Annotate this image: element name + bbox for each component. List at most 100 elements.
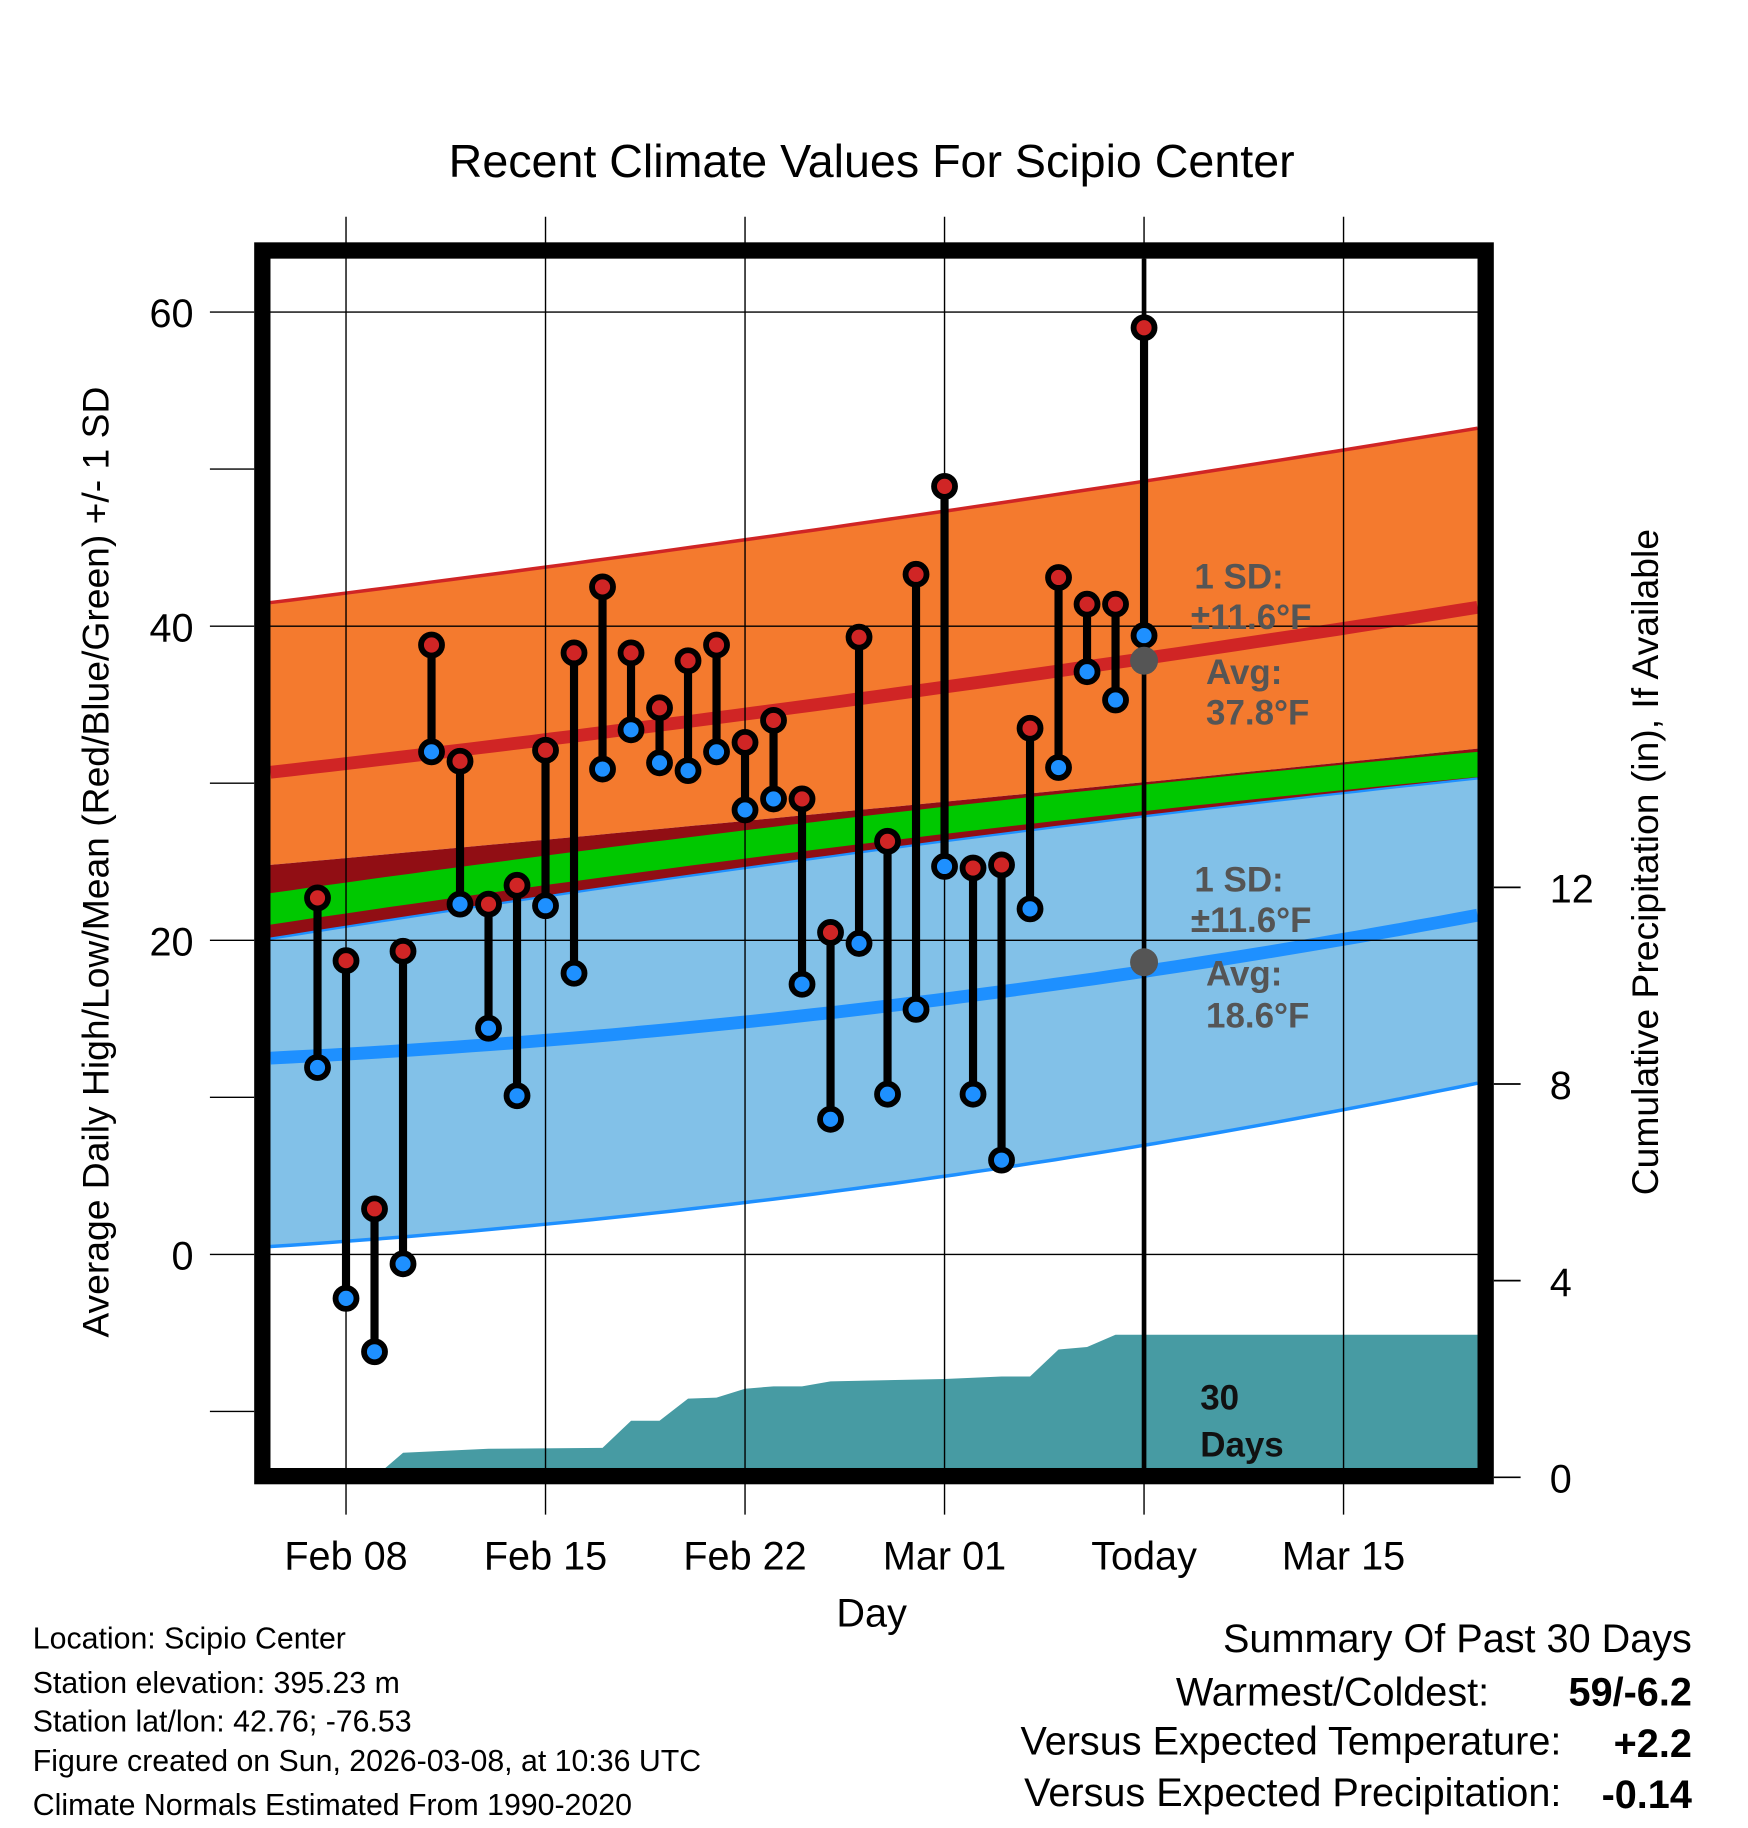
high-avg-label: Avg: xyxy=(1206,653,1282,692)
y2-axis-label: Cumulative Precipitation (in), If Availa… xyxy=(1624,529,1666,1195)
high-point xyxy=(475,890,502,918)
low-point xyxy=(503,1082,531,1110)
low-point xyxy=(959,1080,987,1108)
low-point xyxy=(560,959,588,987)
high-mean-line xyxy=(270,601,1478,779)
low-point xyxy=(475,1014,502,1042)
low-point xyxy=(902,995,930,1023)
warm-cold-value: 59/-6.2 xyxy=(1569,1671,1692,1715)
high-point xyxy=(731,728,759,756)
low-point xyxy=(446,890,474,918)
low-sd-value: ±11.6°F xyxy=(1191,901,1312,940)
high-point xyxy=(646,694,673,722)
x-tick-label: Mar 15 xyxy=(1282,1534,1405,1578)
y2-tick-label: 8 xyxy=(1550,1064,1572,1108)
high-point xyxy=(1045,564,1072,591)
y-axis-label: Average Daily High/Low/Mean (Red/Blue/Gr… xyxy=(75,387,117,1338)
temp-vs-expected-value: +2.2 xyxy=(1614,1722,1692,1766)
low-point xyxy=(1130,622,1158,649)
low-point xyxy=(788,970,816,998)
high-point xyxy=(304,884,331,912)
low-point xyxy=(304,1054,331,1081)
high-point xyxy=(503,871,531,899)
high-point xyxy=(988,851,1015,879)
high-point xyxy=(1130,314,1158,342)
low-lower-line xyxy=(270,1081,1478,1249)
high-sd-value: ±11.6°F xyxy=(1191,598,1312,637)
high-point xyxy=(1073,590,1101,618)
high-point xyxy=(902,560,930,588)
high-sd-label: 1 SD: xyxy=(1194,557,1283,596)
high-point xyxy=(845,623,873,651)
x-tick-label: Feb 22 xyxy=(683,1534,806,1578)
footer-latlon: Station lat/lon: 42.76; -76.53 xyxy=(33,1705,412,1738)
low-point xyxy=(988,1146,1015,1174)
y-tick-label: 20 xyxy=(150,920,194,964)
high-point xyxy=(332,947,360,975)
plot-frame xyxy=(254,242,1494,1485)
low-point xyxy=(1016,895,1044,923)
low-point xyxy=(874,1080,901,1108)
high-point xyxy=(931,472,958,500)
warm-cold-label: Warmest/Coldest: xyxy=(1176,1671,1489,1715)
high-point xyxy=(788,785,816,813)
low-mean-line xyxy=(270,908,1478,1065)
x-tick-label: Feb 08 xyxy=(284,1534,407,1578)
low-point xyxy=(532,892,559,920)
high-point xyxy=(874,827,901,855)
y-tick-label: 40 xyxy=(150,606,194,650)
footer-elevation: Station elevation: 395.23 m xyxy=(33,1667,400,1700)
high-point xyxy=(817,919,844,946)
high-upper-line xyxy=(270,426,1478,605)
temp-vs-expected-label: Versus Expected Temperature: xyxy=(1020,1720,1561,1764)
footer-location: Location: Scipio Center xyxy=(33,1623,346,1656)
summary-title: Summary Of Past 30 Days xyxy=(1223,1617,1692,1661)
chart-title: Recent Climate Values For Scipio Center xyxy=(449,135,1295,187)
precip-area xyxy=(385,1334,1478,1468)
high-point xyxy=(589,573,616,601)
precip-vs-expected-label: Versus Expected Precipitation: xyxy=(1024,1771,1561,1815)
high-point xyxy=(760,706,787,734)
low-point xyxy=(617,716,645,744)
period-label-days: Days xyxy=(1200,1425,1284,1464)
expected-low-marker xyxy=(1130,948,1159,977)
low-point xyxy=(731,796,759,824)
low-point xyxy=(931,853,958,880)
high-point xyxy=(418,631,445,659)
high-point xyxy=(674,647,702,675)
low-point xyxy=(332,1284,360,1312)
x-tick-label: Today xyxy=(1091,1534,1197,1578)
high-point xyxy=(617,639,645,667)
high-point xyxy=(389,937,417,965)
high-point xyxy=(1102,590,1129,618)
x-tick-label: Feb 15 xyxy=(484,1534,607,1578)
low-point xyxy=(418,738,445,766)
low-point xyxy=(674,757,702,785)
low-point xyxy=(1073,658,1101,686)
high-point xyxy=(446,747,474,775)
low-point xyxy=(361,1338,388,1366)
footer-normals: Climate Normals Estimated From 1990-2020 xyxy=(33,1789,632,1822)
x-tick-label: Mar 01 xyxy=(883,1534,1006,1578)
low-point xyxy=(589,755,616,783)
low-point xyxy=(646,749,673,777)
low-avg-value: 18.6°F xyxy=(1206,997,1309,1036)
high-avg-value: 37.8°F xyxy=(1206,694,1309,733)
low-point xyxy=(845,930,873,957)
high-point xyxy=(532,736,559,764)
high-point xyxy=(560,639,588,667)
high-point xyxy=(959,854,987,882)
low-point xyxy=(703,738,730,766)
high-point xyxy=(703,631,730,659)
station-info: Location: Scipio Center Station elevatio… xyxy=(33,1623,701,1823)
high-point xyxy=(361,1195,388,1223)
x-axis-label: Day xyxy=(836,1591,907,1635)
low-avg-label: Avg: xyxy=(1206,955,1282,994)
low-point xyxy=(389,1250,417,1278)
low-point xyxy=(817,1105,844,1133)
y2-tick-label: 0 xyxy=(1550,1457,1572,1501)
y2-tick-label: 12 xyxy=(1550,867,1594,911)
low-point xyxy=(1045,754,1072,781)
period-label-number: 30 xyxy=(1200,1379,1239,1418)
